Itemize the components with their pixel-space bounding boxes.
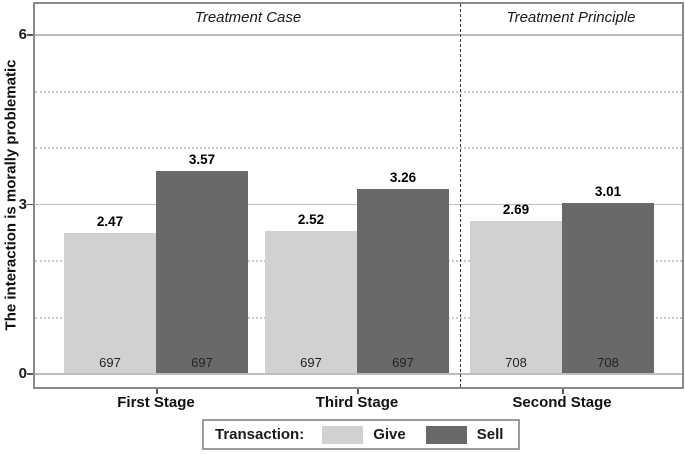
legend-swatch-give bbox=[322, 425, 364, 444]
bar-give-first-stage: 697 bbox=[64, 233, 156, 373]
major-gridline-6 bbox=[35, 34, 682, 36]
y-tick-label-0: 0 bbox=[18, 365, 27, 382]
plot-area: Treatment Case Treatment Principle 697 2.… bbox=[33, 2, 684, 389]
y-tick-mark-3 bbox=[27, 203, 33, 205]
sample-size-label: 708 bbox=[505, 354, 527, 370]
bar-sell-first-stage: 697 bbox=[156, 171, 248, 373]
x-tick-label-first-stage: First Stage bbox=[117, 394, 195, 411]
value-label-give-first-stage: 2.47 bbox=[96, 214, 124, 230]
legend-swatch-sell bbox=[425, 425, 467, 444]
panel-header-treatment-principle: Treatment Principle bbox=[506, 9, 636, 26]
minor-gridline-5 bbox=[35, 90, 682, 93]
panel-header-treatment-case: Treatment Case bbox=[194, 9, 302, 26]
x-tick-mark-second-stage bbox=[562, 389, 564, 394]
value-label-sell-third-stage: 3.26 bbox=[389, 169, 417, 185]
y-tick-label-3: 3 bbox=[18, 195, 27, 213]
sample-size-label: 708 bbox=[597, 354, 619, 370]
bar-sell-second-stage: 708 bbox=[562, 202, 654, 373]
value-label-give-second-stage: 2.69 bbox=[502, 202, 530, 217]
x-tick-mark-third-stage bbox=[357, 389, 359, 394]
y-axis-title: The interaction is morally problematic bbox=[2, 59, 20, 331]
sample-size-label: 697 bbox=[99, 354, 121, 370]
sample-size-label: 697 bbox=[392, 354, 414, 370]
value-label-give-third-stage: 2.52 bbox=[297, 211, 325, 227]
x-tick-label-second-stage: Second Stage bbox=[512, 394, 612, 411]
value-label-sell-second-stage: 3.01 bbox=[594, 183, 622, 199]
value-label-sell-first-stage: 3.57 bbox=[188, 152, 216, 168]
legend: Transaction: Give Sell bbox=[202, 419, 520, 450]
legend-label-sell: Sell bbox=[476, 426, 504, 443]
panel-separator-dashed-line bbox=[460, 4, 461, 387]
major-gridline-0 bbox=[35, 373, 682, 375]
sample-size-label: 697 bbox=[191, 354, 213, 370]
legend-title: Transaction: bbox=[215, 426, 305, 443]
sample-size-label: 697 bbox=[300, 354, 322, 370]
legend-label-give: Give bbox=[373, 426, 406, 443]
bar-sell-third-stage: 697 bbox=[357, 188, 449, 373]
y-tick-mark-6 bbox=[27, 34, 33, 36]
bar-give-second-stage: 708 bbox=[470, 221, 562, 373]
y-tick-label-6: 6 bbox=[18, 26, 27, 43]
bar-give-third-stage: 697 bbox=[265, 230, 357, 373]
x-tick-mark-first-stage bbox=[156, 389, 158, 394]
minor-gridline-4 bbox=[35, 147, 682, 149]
x-tick-label-third-stage: Third Stage bbox=[315, 394, 399, 411]
y-tick-mark-0 bbox=[27, 373, 33, 375]
